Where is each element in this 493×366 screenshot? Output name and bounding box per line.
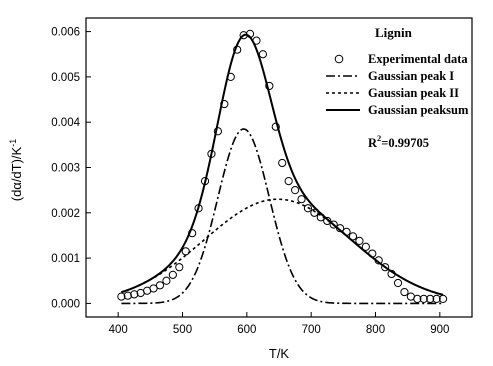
experimental-data-point: [168, 270, 177, 279]
experimental-data-point: [233, 45, 242, 54]
curves: [121, 33, 444, 305]
y-tick-label: 0.000: [51, 298, 80, 310]
legend: Experimental data Gaussian peak I Gaussi…: [326, 52, 469, 117]
experimental-data-point: [438, 294, 448, 303]
experimental-data-point: [175, 263, 184, 272]
experimental-data-point: [374, 256, 383, 265]
x-tick-label: 500: [173, 324, 192, 336]
r-squared-annotation: R2=0.99705: [368, 133, 429, 150]
experimental-data-point: [188, 229, 197, 238]
experimental-data-point: [278, 158, 287, 168]
experimental-data-point: [303, 204, 313, 213]
x-axis-ticks: 400 500 600 700 800 900: [109, 312, 449, 336]
experimental-points: [117, 29, 448, 303]
panel-title: Lignin: [375, 25, 413, 40]
x-tick-label: 700: [302, 324, 321, 336]
experimental-data-point: [271, 122, 280, 131]
experimental-data-point: [258, 50, 268, 59]
experimental-data-point: [117, 292, 126, 301]
experimental-data-point: [348, 232, 358, 241]
y-axis-title-superscript: -1: [8, 139, 18, 147]
experimental-data-point: [329, 220, 338, 229]
r-squared-value: =0.99705: [381, 136, 429, 150]
experimental-data-point: [310, 208, 319, 217]
experimental-data-point: [226, 72, 235, 81]
experimental-data-point: [361, 242, 370, 251]
experimental-data-point: [181, 247, 190, 256]
experimental-data-point: [213, 127, 222, 136]
y-tick-label: 0.001: [51, 253, 80, 265]
experimental-data-point: [342, 227, 351, 236]
experimental-data-point: [381, 263, 390, 272]
y-tick-label: 0.002: [51, 208, 80, 220]
experimental-data-point: [393, 278, 403, 288]
experimental-data-point: [207, 149, 216, 159]
experimental-data-point: [387, 269, 396, 279]
experimental-data-point: [400, 287, 409, 297]
series-gaussian-peaksum: [121, 33, 444, 296]
experimental-data-point: [245, 29, 255, 38]
experimental-data-point: [265, 81, 274, 91]
experimental-data-point: [220, 99, 229, 109]
experimental-data-point: [297, 195, 306, 204]
y-axis-ticks: 0.000 0.001 0.002 0.003 0.004 0.005 0.006: [51, 27, 91, 310]
legend-label-gaussian-peaksum: Gaussian peaksum: [368, 103, 469, 117]
r-squared-symbol: R: [368, 136, 378, 150]
experimental-data-point: [149, 284, 158, 293]
experimental-data-point: [284, 176, 293, 186]
experimental-data-point: [419, 294, 428, 303]
x-axis-title: T/K: [269, 346, 290, 361]
experimental-data-point: [355, 236, 364, 245]
experimental-data-point: [316, 213, 325, 222]
experimental-data-point: [123, 291, 132, 300]
experimental-data-point: [155, 281, 165, 290]
experimental-data-point: [130, 290, 139, 299]
experimental-data-point: [239, 31, 248, 40]
x-tick-label: 400: [109, 324, 128, 336]
legend-label-gaussian-peak-i: Gaussian peak I: [368, 69, 454, 83]
series-gaussian-peak-i: [121, 128, 444, 305]
y-tick-label: 0.006: [51, 27, 80, 39]
experimental-data-point: [290, 186, 300, 195]
experimental-data-point: [368, 249, 377, 258]
experimental-data-point: [194, 204, 203, 213]
experimental-data-point: [336, 224, 345, 233]
legend-marker-experimental: [334, 54, 344, 64]
r-squared-superscript: 2: [377, 133, 381, 143]
experimental-data-point: [200, 176, 210, 186]
y-tick-label: 0.005: [51, 72, 80, 84]
y-tick-label: 0.004: [51, 117, 80, 129]
x-tick-label: 600: [237, 324, 256, 336]
y-axis-title-main: (dα/dT)/K: [9, 146, 24, 201]
experimental-data-point: [162, 276, 171, 285]
y-tick-label: 0.003: [51, 163, 80, 175]
experimental-data-point: [426, 294, 435, 303]
experimental-data-point: [413, 294, 422, 303]
x-tick-label: 800: [366, 324, 385, 336]
legend-label-experimental: Experimental data: [368, 52, 468, 66]
legend-label-gaussian-peak-ii: Gaussian peak II: [368, 86, 459, 100]
experimental-data-point: [323, 216, 332, 226]
experimental-data-point: [432, 294, 441, 303]
y-axis-title: (dα/dT)/K-1: [8, 139, 24, 202]
x-tick-label: 900: [430, 324, 449, 336]
experimental-data-point: [252, 36, 261, 45]
